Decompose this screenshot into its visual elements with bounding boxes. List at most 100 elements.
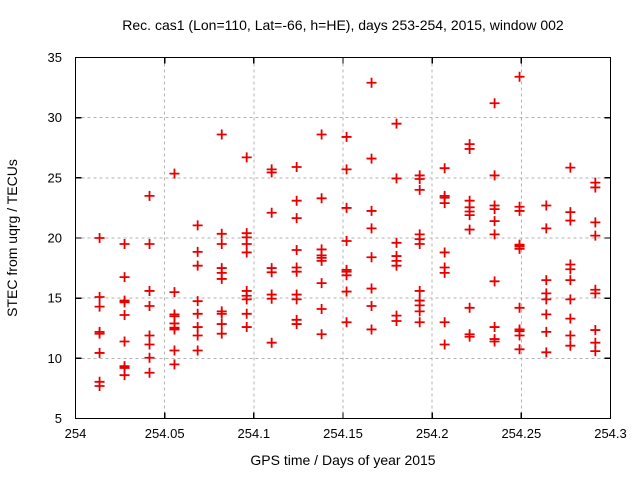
chart-title: Rec. cas1 (Lon=110, Lat=-66, h=HE), days…	[122, 17, 564, 33]
data-point-marker	[366, 153, 377, 164]
data-point-marker	[341, 131, 352, 142]
data-point-marker	[590, 325, 601, 336]
data-point-marker	[464, 143, 475, 154]
data-point-marker	[489, 322, 500, 333]
data-point-marker	[541, 200, 552, 211]
data-point-marker	[241, 247, 252, 258]
data-point-marker	[565, 275, 576, 286]
data-point-marker	[241, 322, 252, 333]
data-point-marker	[541, 294, 552, 305]
data-point-marker	[489, 336, 500, 347]
data-point-marker	[144, 330, 155, 341]
data-point-marker	[94, 301, 105, 312]
data-point-marker	[216, 308, 227, 319]
data-point-marker	[341, 317, 352, 328]
x-tick-label: 254.3	[594, 426, 627, 441]
data-point-marker	[119, 297, 130, 308]
data-point-marker	[439, 267, 450, 278]
x-tick-label: 254.15	[323, 426, 363, 441]
data-point-marker	[266, 293, 277, 304]
data-point-marker	[541, 326, 552, 337]
data-point-marker	[341, 202, 352, 213]
data-point-marker	[266, 207, 277, 218]
x-tick-label: 254.1	[238, 426, 271, 441]
data-point-marker	[565, 294, 576, 305]
data-point-marker	[169, 359, 180, 370]
data-point-marker	[316, 255, 327, 266]
data-point-marker	[414, 184, 425, 195]
data-point-marker	[316, 193, 327, 204]
x-tick-label: 254.05	[145, 426, 185, 441]
x-tick-label: 254.2	[416, 426, 449, 441]
data-point-marker	[590, 288, 601, 299]
data-point-marker	[192, 308, 203, 319]
data-point-marker	[316, 303, 327, 314]
data-point-marker	[391, 237, 402, 248]
data-point-marker	[439, 247, 450, 258]
y-tick-label: 5	[55, 411, 62, 426]
data-point-marker	[464, 210, 475, 221]
data-point-marker	[192, 296, 203, 307]
data-point-marker	[192, 246, 203, 257]
data-point-marker	[216, 228, 227, 239]
data-point-marker	[119, 336, 130, 347]
data-point-marker	[366, 300, 377, 311]
x-tick-label: 254	[65, 426, 87, 441]
data-point-marker	[590, 182, 601, 193]
x-axis-label: GPS time / Days of year 2015	[250, 452, 435, 468]
data-point-marker	[241, 308, 252, 319]
data-point-marker	[541, 347, 552, 358]
data-point-marker	[514, 330, 525, 341]
data-point-marker	[119, 310, 130, 321]
data-point-marker	[590, 230, 601, 241]
data-point-marker	[414, 239, 425, 250]
data-point-marker	[266, 267, 277, 278]
data-point-marker	[94, 381, 105, 392]
data-point-marker	[192, 322, 203, 333]
data-point-marker	[366, 77, 377, 88]
data-point-marker	[291, 162, 302, 173]
data-point-marker	[216, 328, 227, 339]
data-point-marker	[366, 283, 377, 294]
data-point-marker	[489, 229, 500, 240]
y-tick-label: 35	[48, 50, 62, 65]
data-point-marker	[241, 152, 252, 163]
data-point-marker	[514, 243, 525, 254]
gridlines	[75, 57, 611, 419]
data-point-marker	[144, 190, 155, 201]
data-point-marker	[366, 324, 377, 335]
data-point-marker	[144, 339, 155, 350]
data-point-marker	[514, 71, 525, 82]
data-point-marker	[341, 164, 352, 175]
y-tick-label: 15	[48, 291, 62, 306]
data-point-marker	[169, 287, 180, 298]
data-point-marker	[366, 252, 377, 263]
data-point-marker	[514, 205, 525, 216]
data-point-marker	[514, 302, 525, 313]
data-point-marker	[316, 329, 327, 340]
x-tick-label: 254.25	[501, 426, 541, 441]
y-tick-label: 20	[48, 231, 62, 246]
data-point-marker	[464, 302, 475, 313]
data-point-marker	[169, 168, 180, 179]
y-tick-label: 30	[48, 110, 62, 125]
data-point-marker	[291, 245, 302, 256]
data-point-marker	[590, 337, 601, 348]
data-point-marker	[414, 174, 425, 185]
data-point-marker	[391, 260, 402, 271]
data-point-marker	[565, 207, 576, 218]
data-point-marker	[489, 98, 500, 109]
data-point-marker	[291, 319, 302, 330]
axis-ticks	[74, 56, 612, 420]
data-point-marker	[565, 313, 576, 324]
data-point-marker	[489, 216, 500, 227]
data-point-marker	[541, 275, 552, 286]
data-point-marker	[464, 331, 475, 342]
data-point-marker	[341, 270, 352, 281]
data-point-marker	[266, 167, 277, 178]
data-point-marker	[316, 129, 327, 140]
data-point-marker	[366, 223, 377, 234]
data-point-marker	[489, 204, 500, 215]
